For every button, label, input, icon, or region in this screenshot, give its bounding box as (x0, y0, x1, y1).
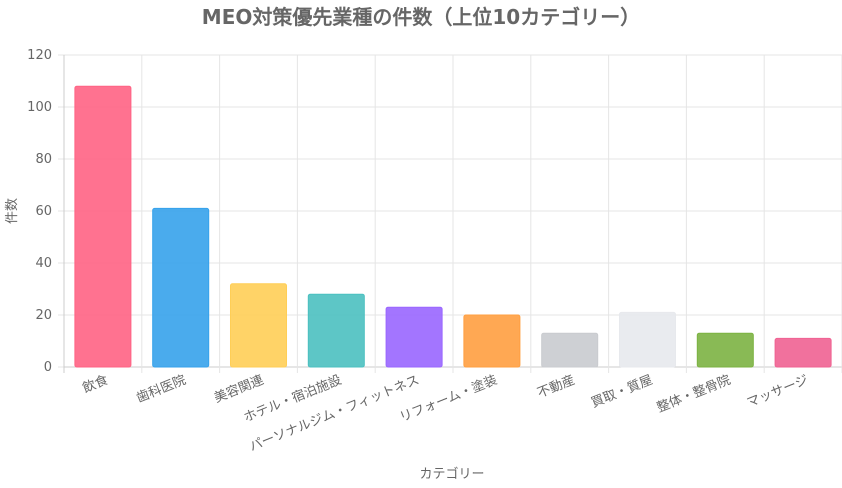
x-tick-label: 整体・整骨院 (655, 373, 733, 416)
chart-title: MEO対策優先業種の件数（上位10カテゴリー） (202, 5, 640, 29)
y-tick-label: 100 (27, 100, 52, 115)
bar[interactable] (618, 311, 677, 368)
y-tick-label: 80 (35, 152, 52, 167)
x-tick-label: マッサージ (745, 373, 811, 411)
bar[interactable] (74, 85, 132, 368)
y-tick-label: 60 (35, 204, 52, 219)
bar[interactable] (774, 337, 832, 368)
x-axis-labels: 飲食 歯科医院 美容関連ホテル・宿泊施設パーソナルジム・フィットネスリフォーム・塗装… (80, 372, 810, 455)
bars-layer (74, 85, 832, 368)
y-tick-label: 120 (27, 48, 52, 63)
bar[interactable] (229, 283, 288, 368)
y-axis-title: 件数 (5, 198, 20, 224)
bar[interactable] (152, 207, 210, 368)
bar[interactable] (307, 293, 365, 368)
y-tick-label: 0 (44, 360, 52, 375)
bar[interactable] (696, 332, 754, 368)
y-axis-ticks: 0 20 40 60 80 100 120 (27, 48, 52, 375)
x-tick-label: 不動産 (535, 372, 577, 401)
x-tick-label: 歯科医院 (134, 373, 188, 406)
x-tick-label: 買取・質屋 (589, 373, 655, 411)
x-axis-title: カテゴリー (419, 466, 484, 482)
bar[interactable] (463, 314, 521, 368)
y-tick-label: 40 (35, 256, 52, 271)
x-tick-label: 美容関連 (212, 372, 266, 406)
x-tick-label: 飲食 (80, 372, 110, 397)
y-tick-label: 20 (35, 308, 52, 323)
bar[interactable] (385, 306, 443, 368)
bar[interactable] (541, 332, 599, 368)
